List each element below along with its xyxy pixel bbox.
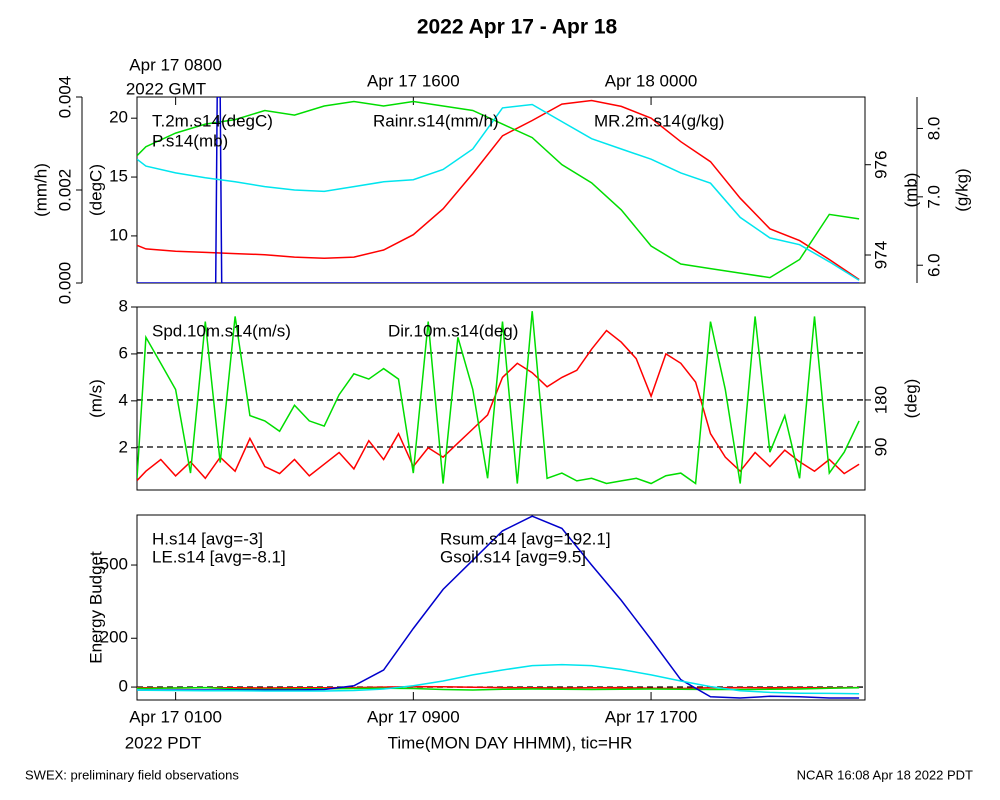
legend-label: MR.2m.s14(g/kg) <box>594 111 724 130</box>
series-line <box>137 103 860 281</box>
y-axis-title: (g/kg) <box>952 168 971 211</box>
series-line <box>137 515 860 699</box>
footer-left: SWEX: preliminary field observations <box>25 767 239 782</box>
x-tick-label: Apr 18 0000 <box>605 71 698 90</box>
y-axis-title: (m/s) <box>86 379 105 418</box>
plot-area <box>137 515 865 699</box>
series-line <box>137 99 860 281</box>
x-tick-label: Apr 17 1700 <box>605 707 698 726</box>
y-tick-label: 6 <box>119 343 128 362</box>
series-line <box>137 311 860 485</box>
plot-area <box>137 311 865 485</box>
y-tick-label: 90 <box>871 438 890 457</box>
x-sublabel: 2022 GMT <box>126 79 206 98</box>
y-tick-label: 6.0 <box>924 253 943 277</box>
legend-label: P.s14(mb) <box>152 131 228 150</box>
y-axis-title: (mm/h) <box>31 163 50 217</box>
x-sublabel: 2022 PDT <box>125 733 202 752</box>
legend-label: H.s14 [avg=-3] <box>152 529 263 548</box>
y-tick-label: 500 <box>100 555 128 574</box>
y-tick-label: 15 <box>109 167 128 186</box>
y-tick-label: 4 <box>119 390 128 409</box>
chart-title: 2022 Apr 17 - Apr 18 <box>417 16 618 39</box>
x-tick-label: Apr 17 1600 <box>367 71 460 90</box>
legend-label: T.2m.s14(degC) <box>152 111 273 130</box>
legend-label: Rsum.s14 [avg=192.1] <box>440 529 611 548</box>
y-tick-label: 200 <box>100 628 128 647</box>
series-line <box>137 685 860 690</box>
legend-label: Rainr.s14(mm/h) <box>373 111 499 130</box>
y-tick-label: 8 <box>119 296 128 315</box>
y-axis-title: (degC) <box>86 164 105 216</box>
x-axis-title: Time(MON DAY HHMM), tic=HR <box>388 733 633 752</box>
y-tick-label: 180 <box>871 386 890 414</box>
legend-label: Dir.10m.s14(deg) <box>388 321 518 340</box>
legend-label: LE.s14 [avg=-8.1] <box>152 547 286 566</box>
y-tick-label: 7.0 <box>924 185 943 209</box>
y-axis-title: (mb) <box>901 173 920 208</box>
y-tick-label: 20 <box>109 108 128 127</box>
x-tick-label: Apr 17 0800 <box>129 55 222 74</box>
series-line <box>137 663 860 695</box>
y-tick-label: 976 <box>871 151 890 179</box>
y-tick-label: 8.0 <box>924 117 943 141</box>
y-axis-title: (deg) <box>901 379 920 419</box>
y-tick-label: 0.004 <box>55 76 74 119</box>
legend-label: Spd.10m.s14(m/s) <box>152 321 291 340</box>
x-tick-label: Apr 17 0900 <box>367 707 460 726</box>
y-tick-label: 2 <box>119 437 128 456</box>
y-tick-label: 0.002 <box>55 169 74 212</box>
plot-frame <box>136 514 866 701</box>
plot-area <box>137 97 860 283</box>
footer-right: NCAR 16:08 Apr 18 2022 PDT <box>797 767 973 782</box>
x-tick-label: Apr 17 0100 <box>129 707 222 726</box>
plot-frame <box>136 306 866 491</box>
y-axis-title: Energy Budget <box>86 551 105 664</box>
y-tick-label: 0 <box>119 677 128 696</box>
y-tick-label: 974 <box>871 241 890 269</box>
series-line <box>137 100 860 279</box>
y-tick-label: 0.000 <box>55 262 74 305</box>
legend-label: Gsoil.s14 [avg=9.5] <box>440 547 586 566</box>
y-tick-label: 10 <box>109 225 128 244</box>
